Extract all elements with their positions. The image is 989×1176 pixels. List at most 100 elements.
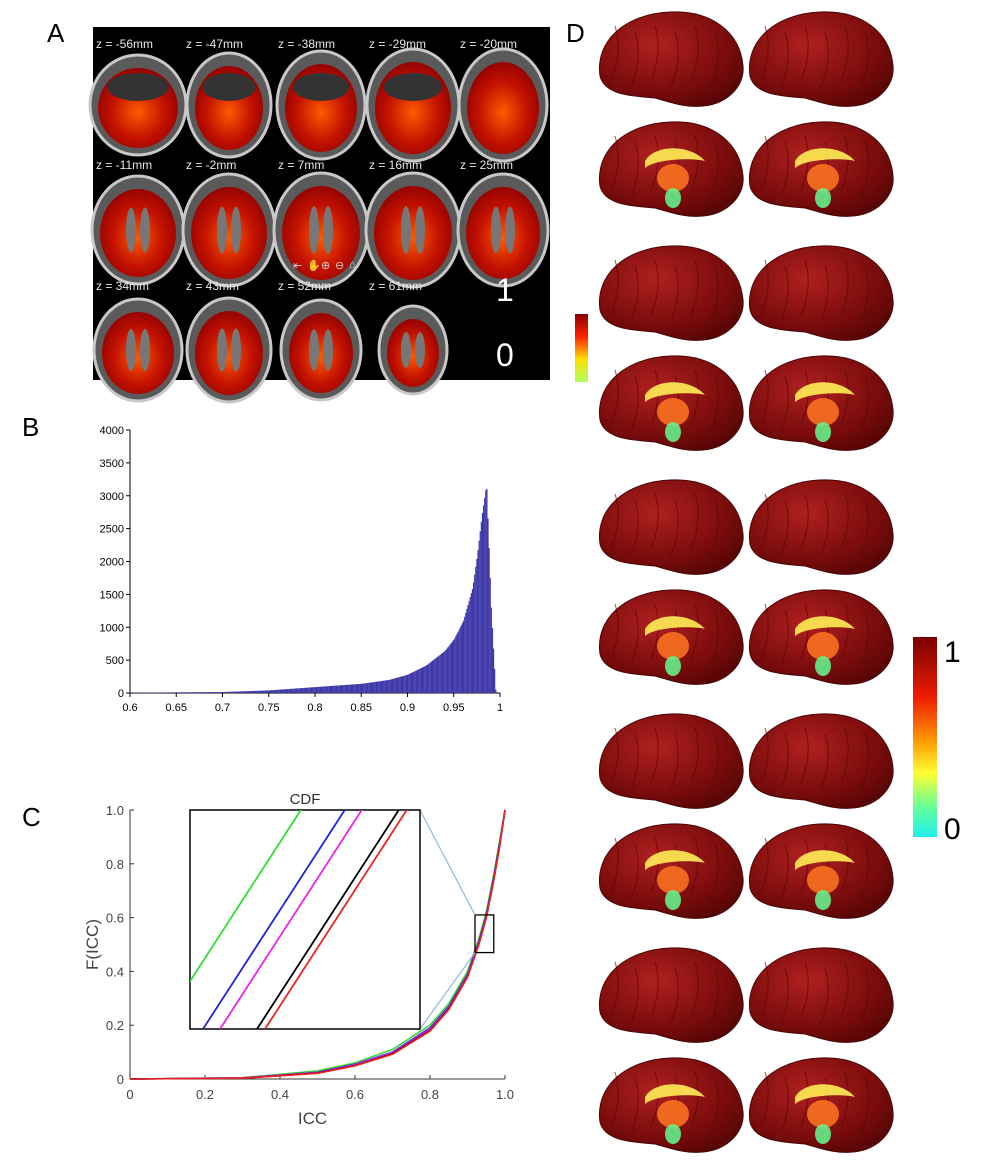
- histogram-bar: [318, 686, 320, 693]
- histogram-bar: [373, 682, 375, 693]
- histogram-bar: [340, 685, 343, 693]
- histogram-bar: [489, 577, 491, 693]
- x-tick-label: 0.2: [196, 1087, 214, 1102]
- histogram-bar: [260, 690, 263, 693]
- histogram-bar: [376, 681, 378, 693]
- histogram-bar: [169, 692, 172, 693]
- y-tick-label: 0: [118, 688, 124, 700]
- histogram-bar: [456, 633, 458, 693]
- histogram-bar: [346, 684, 348, 693]
- histogram-bar: [193, 692, 195, 693]
- histogram-bar: [424, 666, 426, 693]
- histogram-bar: [482, 505, 485, 693]
- histogram-bar: [258, 690, 260, 693]
- lateral-surface: [748, 245, 894, 341]
- histogram-bar: [374, 681, 376, 693]
- histogram-bar: [336, 685, 338, 693]
- slice-label: z = 7mm: [278, 158, 325, 172]
- histogram-bar: [297, 688, 299, 693]
- medial-surface: [748, 1057, 894, 1153]
- histogram-bar: [165, 692, 167, 693]
- histogram-bar: [486, 488, 488, 693]
- histogram-bar: [247, 691, 249, 693]
- histogram-bar: [290, 688, 293, 693]
- histogram-bar: [448, 645, 450, 693]
- brain-slice: [181, 172, 277, 288]
- inset-series-line: [202, 810, 346, 1029]
- histogram-bar: [209, 692, 212, 693]
- histogram-bar: [312, 687, 314, 693]
- histogram-bar: [155, 692, 157, 693]
- histogram-bar: [440, 653, 442, 693]
- slice-label: z = 34mm: [96, 279, 150, 293]
- histogram-bar: [195, 692, 197, 693]
- inset-series-line: [264, 810, 408, 1029]
- histogram-bar: [315, 687, 317, 693]
- histogram-bar: [467, 604, 469, 693]
- lateral-surface: [598, 11, 744, 107]
- histogram-bar: [245, 691, 247, 693]
- histogram-bar: [283, 689, 285, 693]
- colorbar-d: [913, 637, 937, 837]
- histogram-bar: [246, 691, 248, 693]
- histogram-bar: [455, 636, 457, 693]
- histogram-bar: [469, 597, 471, 693]
- histogram-bar: [357, 684, 359, 693]
- histogram-bar: [344, 685, 346, 693]
- histogram-bar: [390, 679, 393, 693]
- hand-icon[interactable]: ✋: [307, 260, 321, 272]
- y-tick-label: 1.0: [106, 803, 124, 818]
- histogram-bar: [276, 689, 278, 693]
- histogram-bar: [183, 692, 185, 693]
- inset-series-line: [190, 810, 302, 983]
- histogram-bar: [439, 654, 441, 693]
- histogram-bar: [305, 687, 307, 693]
- histogram-bar: [314, 687, 316, 693]
- histogram-bar: [227, 691, 229, 693]
- histogram-bar: [231, 691, 233, 693]
- histogram-bar: [219, 692, 222, 693]
- histogram-bar: [338, 685, 340, 693]
- slice-label: z = -2mm: [186, 158, 237, 172]
- histogram-bar: [224, 691, 226, 693]
- histogram-bar: [229, 691, 232, 693]
- lateral-surface: [598, 479, 744, 575]
- histogram-bar: [268, 690, 270, 693]
- histogram-bar: [194, 692, 196, 693]
- histogram-bar: [328, 686, 330, 693]
- y-tick-label: 0.8: [106, 857, 124, 872]
- histogram-bar: [228, 691, 230, 693]
- histogram-bar: [278, 689, 280, 693]
- y-tick-label: 3000: [100, 491, 124, 503]
- histogram-bar: [477, 550, 479, 693]
- histogram-bar: [437, 656, 439, 693]
- histogram-bar: [234, 691, 236, 693]
- histogram-bar: [417, 669, 419, 693]
- histogram-bar: [435, 658, 437, 693]
- histogram-bar: [451, 641, 454, 693]
- histogram-bar: [466, 608, 468, 693]
- histogram-bar: [248, 691, 250, 693]
- exit-icon[interactable]: ⇤: [293, 260, 303, 272]
- slice-label: z = -47mm: [186, 37, 244, 51]
- zoom-in-icon[interactable]: ⊕: [321, 260, 331, 272]
- histogram-bar: [399, 676, 401, 693]
- zoom-out-icon[interactable]: ⊖: [335, 260, 345, 272]
- medial-surface: [598, 121, 744, 217]
- histogram-bar: [164, 692, 166, 693]
- histogram-bar: [282, 689, 284, 693]
- histogram-bar: [167, 692, 169, 693]
- histogram-bar: [257, 690, 259, 693]
- histogram-bar: [361, 683, 364, 693]
- histogram-bar: [173, 692, 175, 693]
- histogram-bar: [161, 692, 163, 693]
- y-tick-label: 3500: [100, 458, 124, 470]
- home-icon[interactable]: ⌂: [349, 259, 356, 271]
- histogram-bar: [335, 685, 337, 693]
- histogram-bar: [431, 660, 434, 693]
- histogram-bar: [295, 688, 297, 693]
- x-tick-label: 1.0: [496, 1087, 514, 1102]
- histogram-bar: [213, 692, 215, 693]
- x-tick-label: 0.65: [166, 702, 187, 714]
- histogram-bar: [187, 692, 189, 693]
